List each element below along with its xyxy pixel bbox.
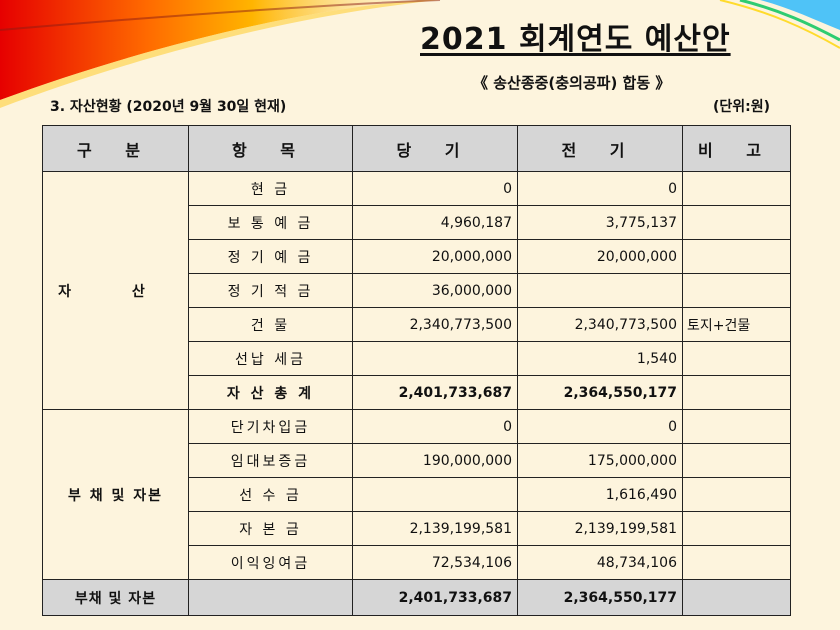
row-item: 자 산 총 계 [188,375,353,410]
total-previous: 2,364,550,177 [517,579,683,616]
row-note [682,443,791,478]
row-item: 정 기 예 금 [188,239,353,274]
row-current: 2,340,773,500 [352,307,518,342]
table-row: 건 물 2,340,773,500 2,340,773,500 토지+건물 [43,307,791,342]
row-previous: 2,139,199,581 [517,511,683,546]
row-note [682,205,791,240]
row-current [352,341,518,376]
row-item: 보 통 예 금 [188,205,353,240]
row-current: 4,960,187 [352,205,518,240]
table-row: 보 통 예 금 4,960,187 3,775,137 [43,205,791,240]
row-previous: 1,616,490 [517,477,683,512]
row-current: 20,000,000 [352,239,518,274]
row-note [682,477,791,512]
row-note [682,273,791,308]
table-row: 이익잉여금 72,534,106 48,734,106 [43,545,791,580]
row-note [682,239,791,274]
table-total-row: 부채 및 자본 2,401,733,687 2,364,550,177 [42,579,791,616]
row-previous: 2,340,773,500 [517,307,683,342]
column-header: 비 고 [682,125,791,172]
row-item: 건 물 [188,307,353,342]
table-row: 자 본 금 2,139,199,581 2,139,199,581 [43,511,791,546]
row-item: 선납 세금 [188,341,353,376]
page-subtitle: 《 송산종중(충의공파) 합동 》 [473,74,671,92]
table-row: 자 산 현 금 0 0 [42,171,791,410]
total-current: 2,401,733,687 [352,579,518,616]
column-header: 전 기 [517,125,683,172]
section-heading: 3. 자산현황 (2020년 9월 30일 현재) [50,99,287,115]
asset-table: 구 분 항 목 당 기 전 기 비 고 자 산 현 금 0 0 보 통 예 금 … [42,125,791,616]
row-note [682,545,791,580]
category-liabilities: 부 채 및 자본 [42,409,189,580]
row-item: 현 금 [188,171,353,206]
row-previous [517,273,683,308]
total-label: 부채 및 자본 [42,579,189,616]
row-current: 190,000,000 [352,443,518,478]
page-title: 2021 회계연도 예산안 [420,22,731,57]
row-item: 임대보증금 [188,443,353,478]
row-previous: 3,775,137 [517,205,683,240]
row-previous: 0 [517,409,683,444]
row-previous: 175,000,000 [517,443,683,478]
table-row: 임대보증금 190,000,000 175,000,000 [43,443,791,478]
row-previous: 20,000,000 [517,239,683,274]
table-row: 부 채 및 자본 단기차입금 0 0 [42,409,791,580]
row-current: 72,534,106 [352,545,518,580]
unit-label: (단위:원) [713,99,771,115]
row-note: 토지+건물 [682,307,791,342]
column-header: 항 목 [188,125,353,172]
table-row: 선납 세금 1,540 [43,341,791,376]
row-previous: 48,734,106 [517,545,683,580]
row-previous: 2,364,550,177 [517,375,683,410]
row-note [682,171,791,206]
row-item [188,579,353,616]
row-item: 자 본 금 [188,511,353,546]
row-item: 이익잉여금 [188,545,353,580]
table-header-row: 구 분 항 목 당 기 전 기 비 고 [42,125,791,172]
row-previous: 0 [517,171,683,206]
row-current: 2,401,733,687 [352,375,518,410]
row-note [682,341,791,376]
row-current: 0 [352,171,518,206]
column-header: 당 기 [352,125,518,172]
table-row: 정 기 적 금 36,000,000 [43,273,791,308]
row-current: 2,139,199,581 [352,511,518,546]
row-note [682,511,791,546]
row-current: 0 [352,409,518,444]
row-item: 선 수 금 [188,477,353,512]
category-assets: 자 산 [42,171,189,410]
rainbow-swoosh-decoration [0,0,840,108]
row-item: 정 기 적 금 [188,273,353,308]
row-previous: 1,540 [517,341,683,376]
row-note [682,579,791,616]
table-row: 선 수 금 1,616,490 [43,477,791,512]
row-item: 단기차입금 [188,409,353,444]
row-current: 36,000,000 [352,273,518,308]
column-header: 구 분 [42,125,189,172]
row-note [682,375,791,410]
row-note [682,409,791,444]
row-current [352,477,518,512]
